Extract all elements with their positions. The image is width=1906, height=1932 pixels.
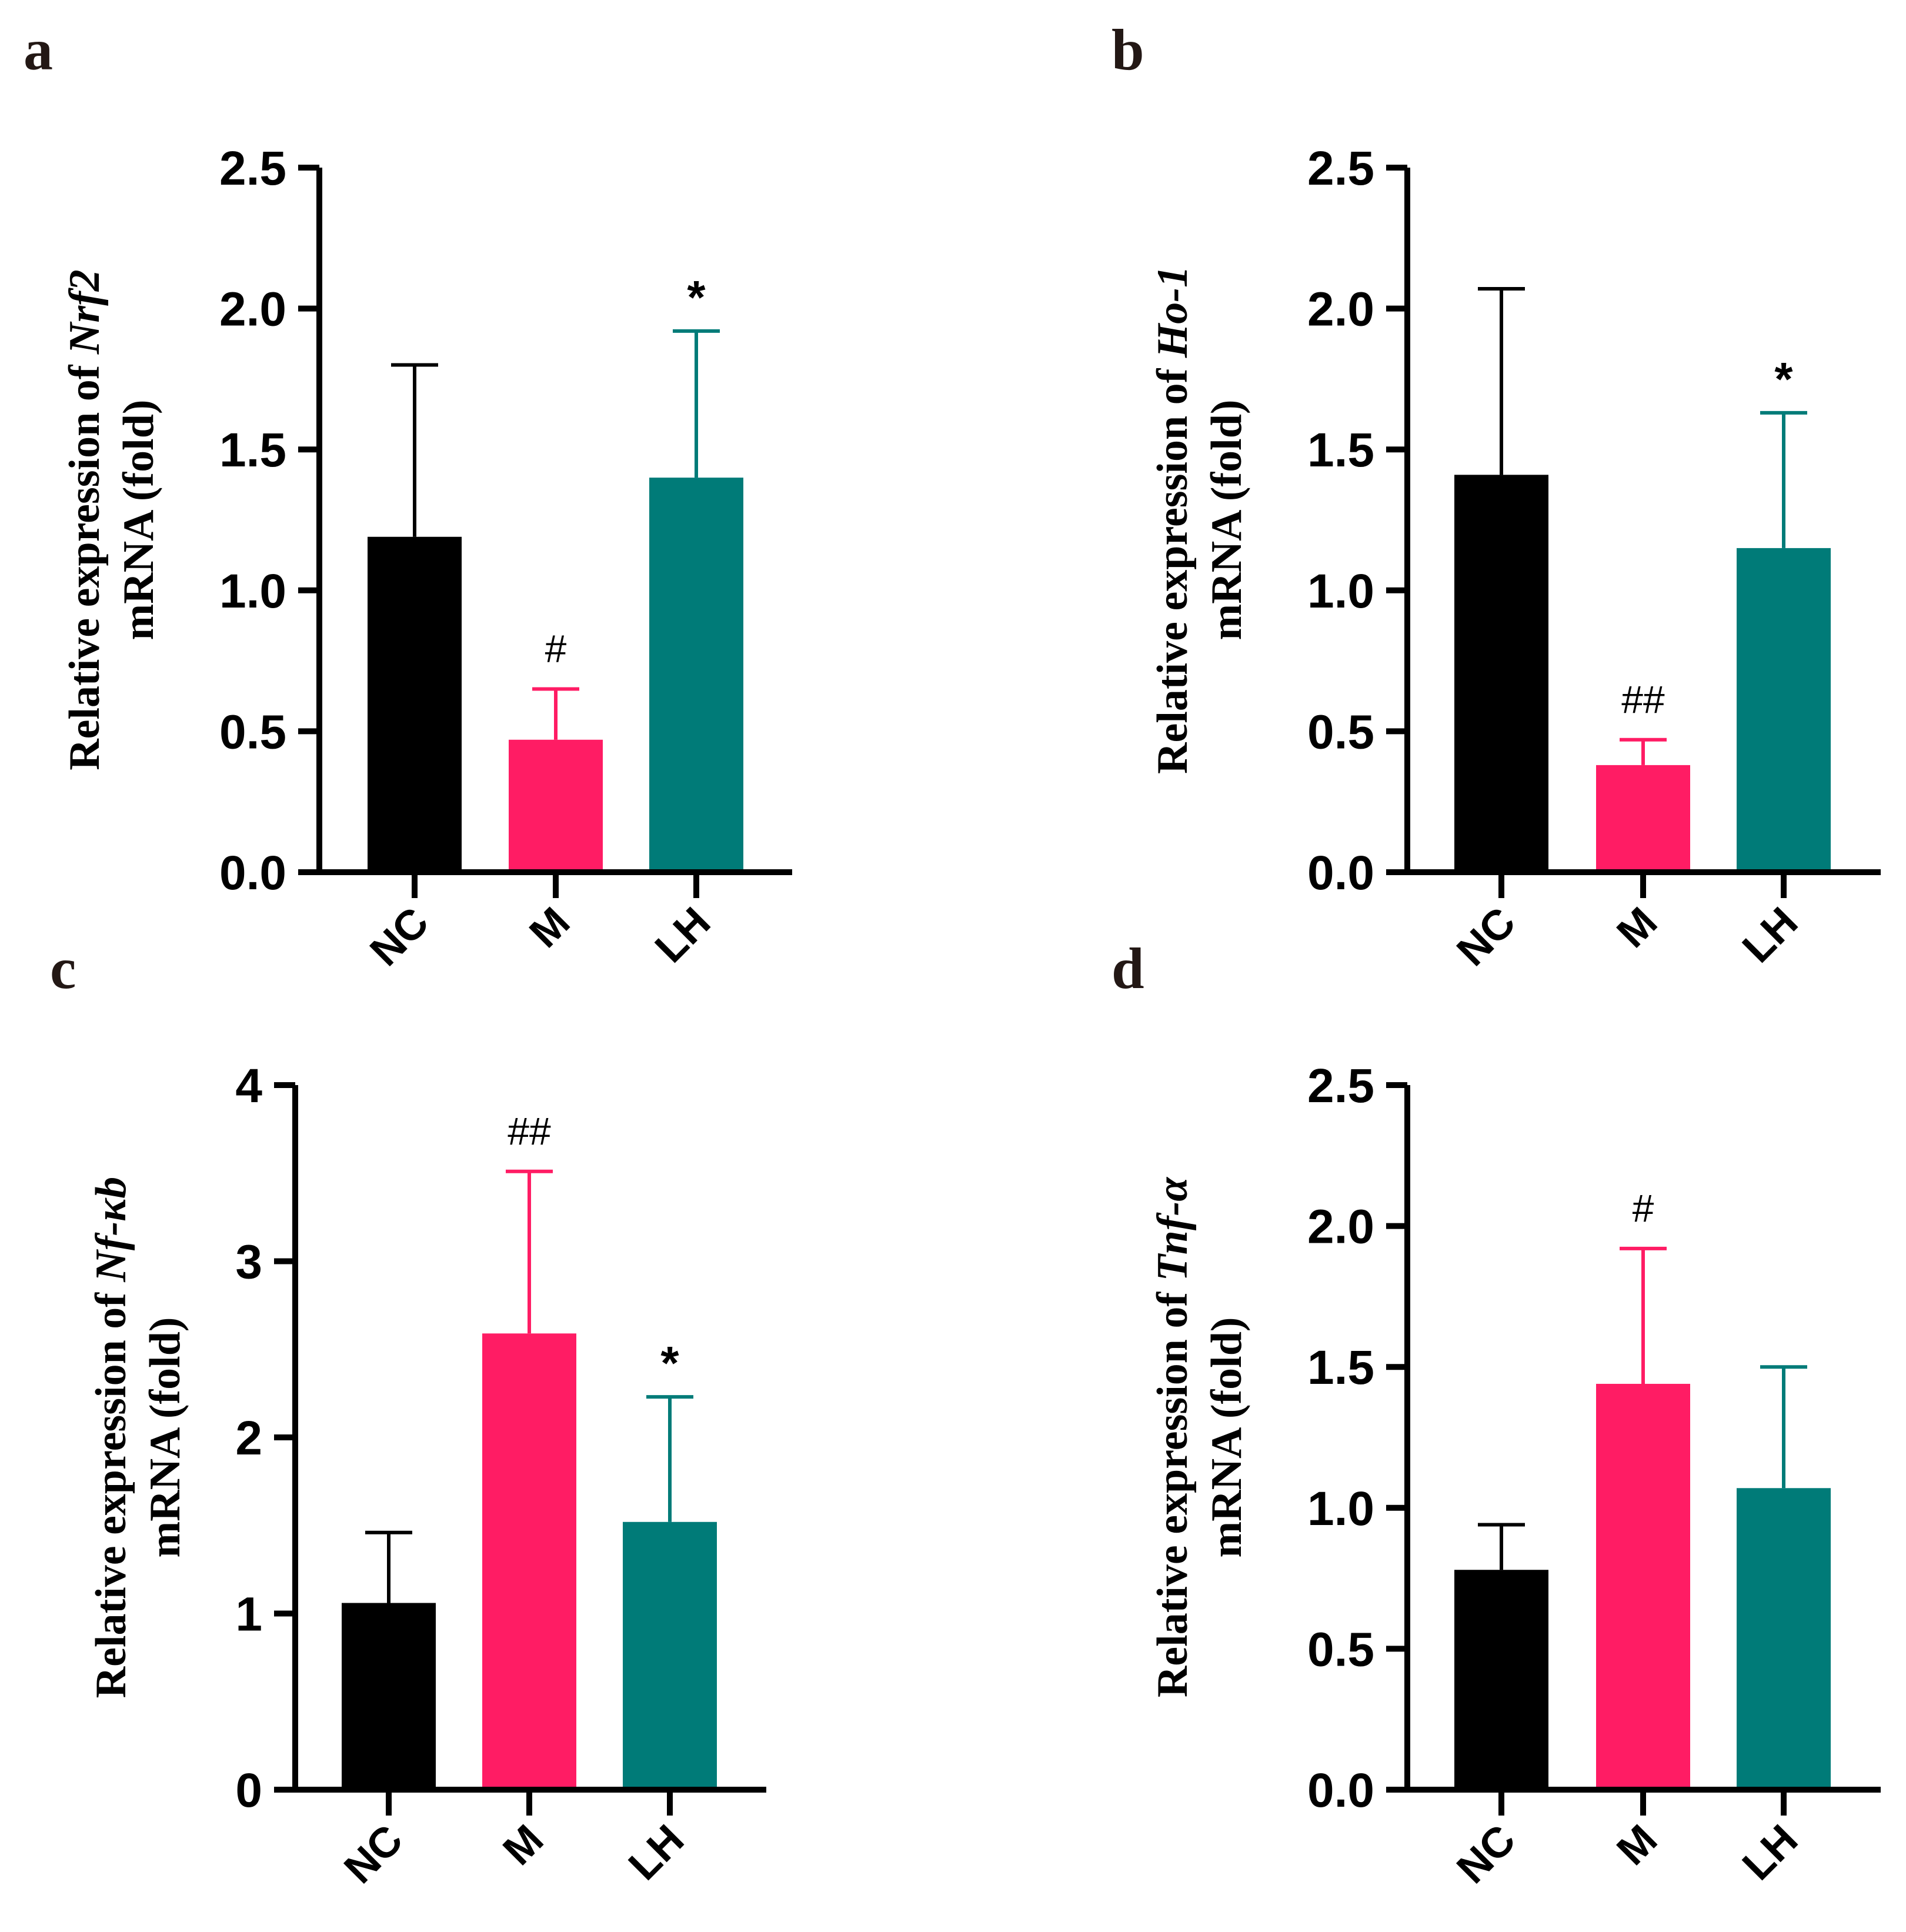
y-axis-label-line2: mRNA (fold) (141, 1317, 189, 1557)
bar-NC (1454, 1570, 1548, 1790)
y-axis-label-line2: mRNA (fold) (1203, 1317, 1251, 1557)
y-tick-label: 0.0 (1307, 1764, 1374, 1817)
x-tick-label-M: M (1608, 899, 1666, 957)
y-tick-label: 2 (235, 1412, 262, 1465)
y-tick-label: 1.5 (1307, 423, 1374, 477)
y-axis-label-gene: Ho-1 (1149, 266, 1197, 358)
significance-label-LH: * (660, 1337, 679, 1389)
y-tick-label: 0.5 (1307, 705, 1374, 759)
panel-letter: c (50, 936, 76, 1001)
significance-label-M: ## (1621, 678, 1665, 721)
y-axis-label-line1: Relative expression of Nrf2 (61, 269, 109, 770)
y-axis-label-gene: Nrf2 (61, 269, 109, 355)
x-tick-label-M: M (520, 899, 579, 957)
x-tick-label-NC: NC (1448, 899, 1524, 975)
y-axis-label-gene: Nf-κb (87, 1177, 135, 1283)
bar-LH (1737, 548, 1831, 872)
y-axis-label-gene: Tnf-α (1149, 1177, 1197, 1282)
x-tick-label-LH: LH (620, 1816, 693, 1889)
panel-letter: b (1111, 17, 1144, 82)
y-tick-label: 2.5 (1307, 142, 1374, 195)
y-axis-label-line1: Relative expression of Ho-1 (1149, 266, 1197, 774)
x-tick-label-M: M (494, 1816, 552, 1874)
y-tick-label: 1.0 (1307, 565, 1374, 618)
significance-label-LH: * (1774, 353, 1793, 405)
y-axis-label-prefix: Relative expression of (1149, 358, 1197, 774)
bar-M (482, 1333, 576, 1790)
y-tick-label: 1.0 (1307, 1482, 1374, 1536)
bar-NC (368, 536, 462, 872)
bar-M (1596, 1383, 1690, 1790)
y-tick-label: 2.5 (219, 142, 286, 195)
bar-M (1596, 765, 1690, 872)
x-tick-label-NC: NC (361, 899, 438, 975)
y-tick-label: 2.5 (1307, 1059, 1374, 1113)
panel-letter: d (1111, 936, 1144, 1001)
y-tick-label: 0.5 (219, 705, 286, 759)
x-tick-label-LH: LH (1734, 1816, 1807, 1889)
bar-NC (342, 1603, 436, 1790)
y-axis-label-line2: mRNA (fold) (1203, 399, 1251, 640)
bar-LH (649, 478, 743, 872)
y-tick-label: 0.0 (1307, 846, 1374, 900)
significance-label-LH: * (687, 271, 706, 323)
y-axis-label-line2: mRNA (fold) (115, 399, 163, 640)
x-tick-label-M: M (1608, 1816, 1666, 1874)
y-tick-label: 0.5 (1307, 1623, 1374, 1676)
bar-LH (623, 1521, 717, 1790)
y-tick-label: 0 (235, 1764, 262, 1817)
bar-NC (1454, 475, 1548, 872)
y-tick-label: 1 (235, 1588, 262, 1641)
y-axis-label-line1: Relative expression of Nf-κb (87, 1177, 135, 1699)
y-tick-label: 1.5 (219, 423, 286, 477)
y-tick-label: 1.5 (1307, 1341, 1374, 1394)
significance-label-M: ## (508, 1109, 551, 1153)
panel-letter: a (24, 17, 53, 82)
y-axis-label-line1: Relative expression of Tnf-α (1149, 1177, 1197, 1697)
x-tick-label-NC: NC (1448, 1816, 1524, 1893)
bar-LH (1737, 1488, 1831, 1790)
y-tick-label: 2.0 (1307, 1200, 1374, 1254)
x-tick-label-LH: LH (646, 899, 719, 972)
significance-label-M: # (1633, 1186, 1654, 1230)
y-tick-label: 3 (235, 1236, 262, 1289)
significance-label-M: # (545, 627, 567, 670)
bar-M (509, 739, 603, 872)
y-tick-label: 1.0 (219, 565, 286, 618)
y-axis-label-prefix: Relative expression of (87, 1282, 135, 1699)
y-tick-label: 2.0 (1307, 283, 1374, 336)
y-tick-label: 4 (235, 1059, 262, 1113)
y-axis-label-prefix: Relative expression of (61, 354, 109, 770)
y-tick-label: 2.0 (219, 283, 286, 336)
x-tick-label-LH: LH (1734, 899, 1807, 972)
y-axis-label-prefix: Relative expression of (1149, 1281, 1197, 1697)
x-tick-label-NC: NC (335, 1816, 412, 1893)
y-tick-label: 0.0 (219, 846, 286, 900)
